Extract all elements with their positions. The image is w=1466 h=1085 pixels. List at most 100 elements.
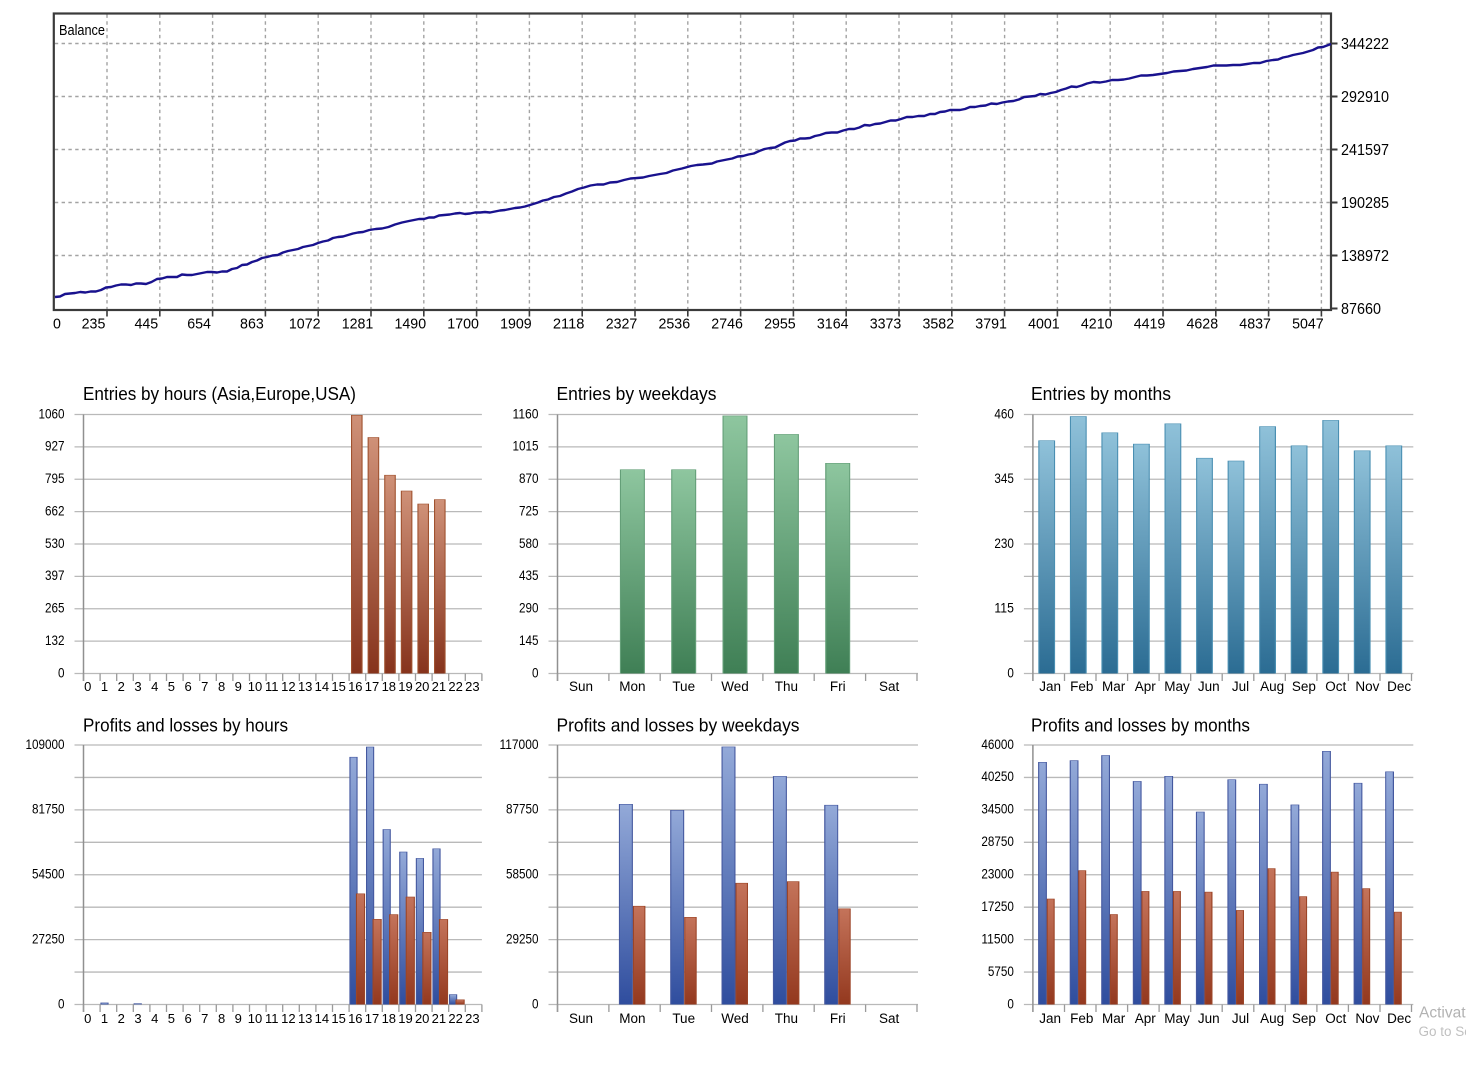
svg-text:Aug: Aug xyxy=(1260,679,1284,694)
svg-text:290: 290 xyxy=(519,600,539,616)
svg-text:Mon: Mon xyxy=(619,1011,645,1026)
svg-text:Sun: Sun xyxy=(569,679,593,694)
svg-text:22: 22 xyxy=(448,679,462,694)
svg-text:Mon: Mon xyxy=(619,679,645,694)
svg-text:Nov: Nov xyxy=(1355,679,1379,694)
svg-text:Apr: Apr xyxy=(1135,679,1157,694)
svg-text:9: 9 xyxy=(235,679,242,694)
svg-text:3: 3 xyxy=(134,679,141,694)
svg-text:345: 345 xyxy=(994,470,1014,486)
svg-text:6: 6 xyxy=(184,1011,191,1026)
svg-text:Entries by hours (Asia,Europe,: Entries by hours (Asia,Europe,USA) xyxy=(83,384,356,404)
svg-text:235: 235 xyxy=(82,316,106,333)
svg-text:0: 0 xyxy=(84,679,91,694)
svg-text:3791: 3791 xyxy=(975,316,1007,333)
svg-text:Jul: Jul xyxy=(1232,679,1249,694)
svg-text:Profits and losses by weekdays: Profits and losses by weekdays xyxy=(557,716,800,736)
svg-text:Mar: Mar xyxy=(1102,1011,1126,1026)
svg-text:109000: 109000 xyxy=(26,736,65,752)
svg-text:Apr: Apr xyxy=(1135,1011,1157,1026)
svg-text:4: 4 xyxy=(151,1011,158,1026)
svg-text:Wed: Wed xyxy=(721,1011,749,1026)
svg-text:May: May xyxy=(1164,1011,1190,1026)
svg-text:21: 21 xyxy=(432,1011,446,1026)
svg-text:292910: 292910 xyxy=(1341,89,1389,106)
svg-text:20: 20 xyxy=(415,679,429,694)
svg-text:4419: 4419 xyxy=(1134,316,1166,333)
svg-text:230: 230 xyxy=(994,535,1014,551)
svg-text:7: 7 xyxy=(201,1011,208,1026)
svg-text:397: 397 xyxy=(45,567,65,583)
svg-text:5: 5 xyxy=(168,679,175,694)
svg-text:46000: 46000 xyxy=(981,736,1014,752)
svg-text:0: 0 xyxy=(53,316,61,333)
svg-text:0: 0 xyxy=(532,664,539,680)
svg-text:662: 662 xyxy=(45,502,65,518)
svg-text:190285: 190285 xyxy=(1341,195,1389,212)
svg-text:Oct: Oct xyxy=(1325,1011,1346,1026)
svg-text:54500: 54500 xyxy=(32,866,65,882)
svg-text:2: 2 xyxy=(118,1011,125,1026)
svg-text:Sat: Sat xyxy=(879,679,900,694)
svg-text:Mar: Mar xyxy=(1102,679,1126,694)
svg-text:12: 12 xyxy=(281,1011,295,1026)
svg-text:5750: 5750 xyxy=(988,963,1014,979)
svg-text:10: 10 xyxy=(248,679,262,694)
svg-text:0: 0 xyxy=(58,995,65,1011)
svg-text:0: 0 xyxy=(1007,664,1014,680)
svg-text:2955: 2955 xyxy=(764,316,796,333)
svg-text:117000: 117000 xyxy=(500,736,539,752)
svg-text:28750: 28750 xyxy=(981,833,1014,849)
svg-text:863: 863 xyxy=(240,316,264,333)
svg-text:795: 795 xyxy=(45,470,65,486)
svg-text:19: 19 xyxy=(398,679,412,694)
svg-text:2327: 2327 xyxy=(606,316,638,333)
svg-text:2746: 2746 xyxy=(711,316,743,333)
svg-text:Oct: Oct xyxy=(1325,679,1346,694)
svg-text:17: 17 xyxy=(365,1011,379,1026)
svg-text:Balance: Balance xyxy=(59,22,105,39)
svg-text:16: 16 xyxy=(348,1011,362,1026)
svg-text:Jun: Jun xyxy=(1198,1011,1220,1026)
svg-text:344222: 344222 xyxy=(1341,36,1389,53)
svg-text:1072: 1072 xyxy=(289,316,321,333)
svg-text:9: 9 xyxy=(235,1011,242,1026)
svg-text:Entries by months: Entries by months xyxy=(1031,384,1171,404)
svg-text:580: 580 xyxy=(519,535,539,551)
svg-text:Wed: Wed xyxy=(721,679,749,694)
svg-text:23000: 23000 xyxy=(981,866,1014,882)
svg-text:1700: 1700 xyxy=(447,316,479,333)
svg-text:Jul: Jul xyxy=(1232,1011,1249,1026)
svg-text:145: 145 xyxy=(519,632,539,648)
svg-text:8: 8 xyxy=(218,1011,225,1026)
svg-text:Fri: Fri xyxy=(830,679,846,694)
svg-text:4837: 4837 xyxy=(1239,316,1271,333)
svg-text:15: 15 xyxy=(331,679,345,694)
svg-text:Dec: Dec xyxy=(1387,1011,1411,1026)
svg-text:Entries by weekdays: Entries by weekdays xyxy=(557,384,717,404)
svg-text:3: 3 xyxy=(134,1011,141,1026)
svg-text:13: 13 xyxy=(298,679,312,694)
svg-text:4001: 4001 xyxy=(1028,316,1060,333)
svg-text:27250: 27250 xyxy=(32,930,65,946)
svg-text:Sun: Sun xyxy=(569,1011,593,1026)
svg-text:17: 17 xyxy=(365,679,379,694)
svg-text:Sep: Sep xyxy=(1292,1011,1316,1026)
svg-text:Thu: Thu xyxy=(775,679,798,694)
svg-text:654: 654 xyxy=(187,316,211,333)
svg-text:5: 5 xyxy=(168,1011,175,1026)
svg-text:0: 0 xyxy=(58,664,65,680)
svg-text:19: 19 xyxy=(398,1011,412,1026)
svg-text:6: 6 xyxy=(184,679,191,694)
svg-text:21: 21 xyxy=(432,679,446,694)
svg-text:927: 927 xyxy=(45,438,65,454)
svg-text:Tue: Tue xyxy=(672,1011,695,1026)
svg-text:Fri: Fri xyxy=(830,1011,846,1026)
svg-text:Thu: Thu xyxy=(775,1011,798,1026)
svg-text:1060: 1060 xyxy=(39,405,65,421)
svg-text:1: 1 xyxy=(101,679,108,694)
svg-text:81750: 81750 xyxy=(32,801,65,817)
svg-text:138972: 138972 xyxy=(1341,248,1389,265)
svg-text:12: 12 xyxy=(281,679,295,694)
svg-text:4: 4 xyxy=(151,679,158,694)
